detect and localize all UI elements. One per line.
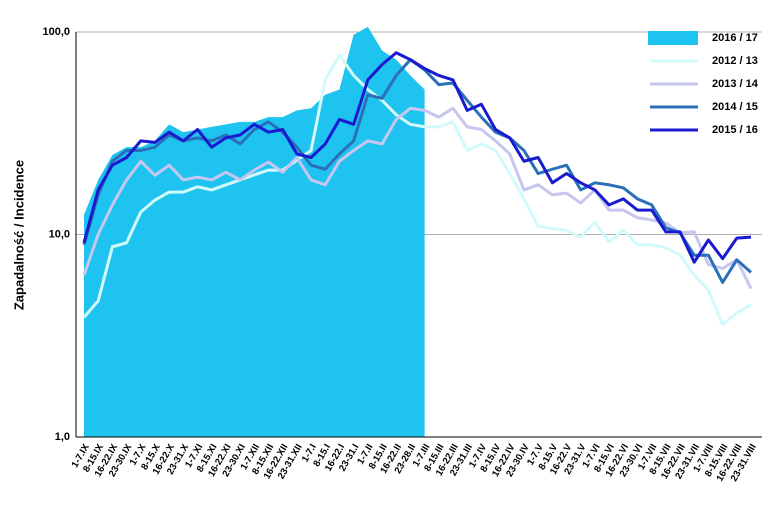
- y-tick-label: 10,0: [49, 228, 70, 240]
- area: [84, 26, 425, 438]
- line: [82, 106, 753, 290]
- legend-label: 2015 / 16: [712, 124, 758, 136]
- legend-label: 2016 / 17: [712, 32, 758, 44]
- y-tick-label: 100,0: [42, 26, 70, 38]
- y-tick-label: 1,0: [55, 431, 70, 443]
- y-axis-label: Zapadalność / Incidence: [11, 160, 26, 310]
- line: [82, 51, 752, 264]
- legend-swatch: [648, 31, 698, 45]
- legend-label: 2014 / 15: [712, 101, 758, 113]
- line: [82, 53, 752, 326]
- legend-label: 2013 / 14: [712, 78, 759, 90]
- legend-label: 2012 / 13: [712, 55, 758, 67]
